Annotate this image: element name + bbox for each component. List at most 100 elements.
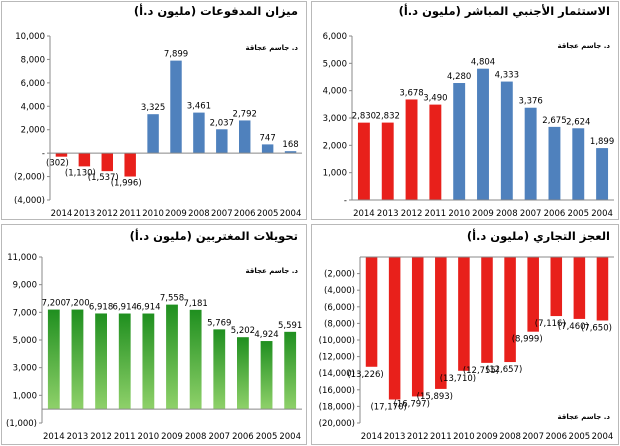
data-label: 7,899 <box>164 50 188 60</box>
y-tick-label: 3,000 <box>13 364 37 374</box>
x-tick-label: 2013 <box>67 432 89 442</box>
bar-2013 <box>388 257 401 400</box>
chart-plot: 11,000 9,000 7,000 5,000 3,000 1,000 (1,000) 7,… <box>6 253 302 442</box>
data-label: 6,918 <box>89 302 113 312</box>
data-label: (16,797) <box>394 399 430 409</box>
data-label: 3,325 <box>141 103 165 113</box>
data-label: 7,200 <box>65 299 89 309</box>
data-label: 2,624 <box>566 117 590 127</box>
x-tick-label: 2008 <box>496 209 518 219</box>
data-label: (1,996) <box>111 179 142 189</box>
bar-2004 <box>596 257 609 321</box>
x-tick-label: 2013 <box>384 432 406 442</box>
x-tick-label: 2006 <box>232 432 254 442</box>
data-label: 4,333 <box>495 71 519 81</box>
x-tick-label: 2011 <box>119 209 141 219</box>
data-label: (7,460) <box>558 322 589 332</box>
bar-2007 <box>216 129 228 154</box>
chart-panel-foreign-direct-investment: الاستثمار الأجنبي المباشر (مليون د.أ) د.… <box>311 1 619 220</box>
y-tick-label: 6,000 <box>323 32 347 42</box>
x-tick-label: 2010 <box>453 432 475 442</box>
y-tick-label: (6,000) <box>324 303 355 313</box>
x-tick-label: 2011 <box>425 209 447 219</box>
data-label: 7,181 <box>183 299 207 309</box>
data-label: 2,830 <box>352 112 376 122</box>
bar-2012 <box>95 313 107 410</box>
data-label: 3,376 <box>518 97 542 107</box>
bar-2011 <box>124 153 136 177</box>
chart-title: العجز التجاري (مليون د.أ) <box>466 229 610 243</box>
x-tick-label: 2014 <box>43 432 65 442</box>
y-tick-label: (2,000) <box>14 173 45 183</box>
data-label: (13,710) <box>440 374 476 384</box>
chart-plot: 10,000 8,000 6,000 4,000 2,000 - (2,000) (4,000… <box>14 32 302 219</box>
source-note: د. جاسم عجاقة <box>557 413 610 421</box>
data-label: 5,202 <box>231 326 255 336</box>
y-tick-label: 6,000 <box>21 79 45 89</box>
x-tick-label: 2008 <box>185 432 207 442</box>
data-label: (12,755) <box>463 366 499 376</box>
x-tick-label: 2011 <box>114 432 136 442</box>
data-label: 7,558 <box>160 294 184 304</box>
y-tick-label: - <box>344 196 347 206</box>
bar-2012 <box>411 257 424 397</box>
x-tick-label: 2008 <box>499 432 521 442</box>
bar-2010 <box>147 114 159 154</box>
chart-panel-expatriate-remittances: تحويلات المغتربين (مليون د.أ) د. جاسم عج… <box>1 224 307 445</box>
data-label: 747 <box>260 133 276 143</box>
bar-2005 <box>260 341 273 410</box>
y-tick-label: (2,000) <box>324 270 355 280</box>
y-tick-label: (12,000) <box>319 353 355 363</box>
y-tick-label: - <box>42 149 45 159</box>
data-label: 3,490 <box>423 94 447 104</box>
x-tick-label: 2013 <box>377 209 399 219</box>
y-tick-label: 2,000 <box>323 141 347 151</box>
bar-2007 <box>527 257 539 332</box>
bar-2011 <box>118 313 131 410</box>
bar-2013 <box>381 122 394 200</box>
y-tick-label: 5,000 <box>13 336 37 346</box>
data-label: (13,226) <box>347 370 383 380</box>
y-tick-label: 10,000 <box>15 32 45 42</box>
y-tick-label: (18,000) <box>319 402 355 412</box>
x-tick-label: 2010 <box>142 209 164 219</box>
bar-2008 <box>189 309 202 410</box>
y-tick-label: (14,000) <box>319 369 355 379</box>
bar-2014 <box>365 257 378 367</box>
data-label: 4,280 <box>447 72 471 82</box>
x-tick-label: 2004 <box>592 432 614 442</box>
chart-plot: (2,000) (4,000) (6,000) (8,000) (10,000) (12,… <box>319 256 614 442</box>
x-tick-label: 2009 <box>472 209 494 219</box>
data-label: 7,200 <box>42 299 66 309</box>
bar-2005 <box>572 128 585 200</box>
x-tick-label: 2004 <box>279 432 301 442</box>
y-tick-label: (10,000) <box>319 336 355 346</box>
data-label: 5,769 <box>207 318 231 328</box>
chart-title: ميزان المدفوعات (مليون د.أ) <box>133 4 298 18</box>
x-tick-label: 2014 <box>51 209 73 219</box>
bar-2006 <box>239 120 251 154</box>
bar-2011 <box>429 104 442 200</box>
bar-2013 <box>78 153 91 167</box>
bar-2004 <box>284 151 297 154</box>
x-tick-label: 2005 <box>567 209 589 219</box>
x-tick-label: 2007 <box>520 209 542 219</box>
bar-2014 <box>47 309 60 410</box>
bar-2011 <box>435 257 447 389</box>
bar-2008 <box>504 257 516 363</box>
y-tick-label: (8,000) <box>324 319 355 329</box>
data-label: (302) <box>46 159 69 169</box>
bar-2006 <box>237 337 249 410</box>
y-tick-label: 5,000 <box>323 59 347 69</box>
data-label: (12,657) <box>486 365 522 375</box>
bar-2005 <box>573 257 586 319</box>
y-tick-label: 1,000 <box>323 169 347 179</box>
data-label: 1,899 <box>590 137 614 147</box>
data-label: (8,999) <box>512 335 543 345</box>
x-tick-label: 2005 <box>569 432 591 442</box>
bar-2009 <box>477 68 489 200</box>
y-tick-label: 9,000 <box>13 281 37 291</box>
bar-2014 <box>357 122 370 200</box>
source-note: د. جاسم عجاقة <box>245 44 298 52</box>
x-tick-label: 2013 <box>74 209 96 219</box>
